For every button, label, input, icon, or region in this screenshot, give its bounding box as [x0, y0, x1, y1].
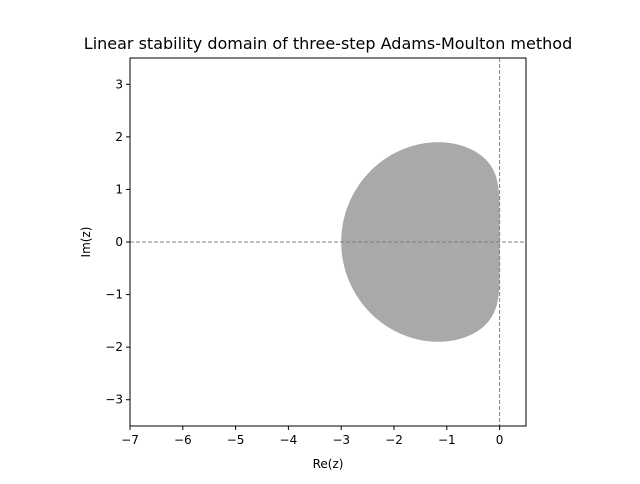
- x-tick-label: −3: [332, 433, 350, 447]
- y-tick-label: −1: [105, 288, 123, 302]
- x-tick-label: −4: [280, 433, 298, 447]
- y-axis-label: Im(z): [79, 227, 93, 258]
- chart-title: Linear stability domain of three-step Ad…: [84, 34, 572, 53]
- y-tick-label: 3: [115, 77, 123, 91]
- x-tick-label: −5: [227, 433, 245, 447]
- x-axis-label: Re(z): [313, 457, 344, 471]
- x-tick-label: −6: [174, 433, 192, 447]
- x-tick-label: 0: [496, 433, 504, 447]
- x-tick-label: −7: [121, 433, 139, 447]
- y-tick-label: 0: [115, 235, 123, 249]
- x-tick-label: −2: [385, 433, 403, 447]
- y-tick-label: 2: [115, 130, 123, 144]
- y-tick-label: −3: [105, 393, 123, 407]
- y-tick-label: 1: [115, 182, 123, 196]
- plot-area: [130, 58, 526, 426]
- x-tick-label: −1: [438, 433, 456, 447]
- y-tick-label: −2: [105, 340, 123, 354]
- ticks: −7 −6 −5 −4 −3 −2 −1 0 −3 −2 −1 0 1 2 3: [105, 77, 503, 447]
